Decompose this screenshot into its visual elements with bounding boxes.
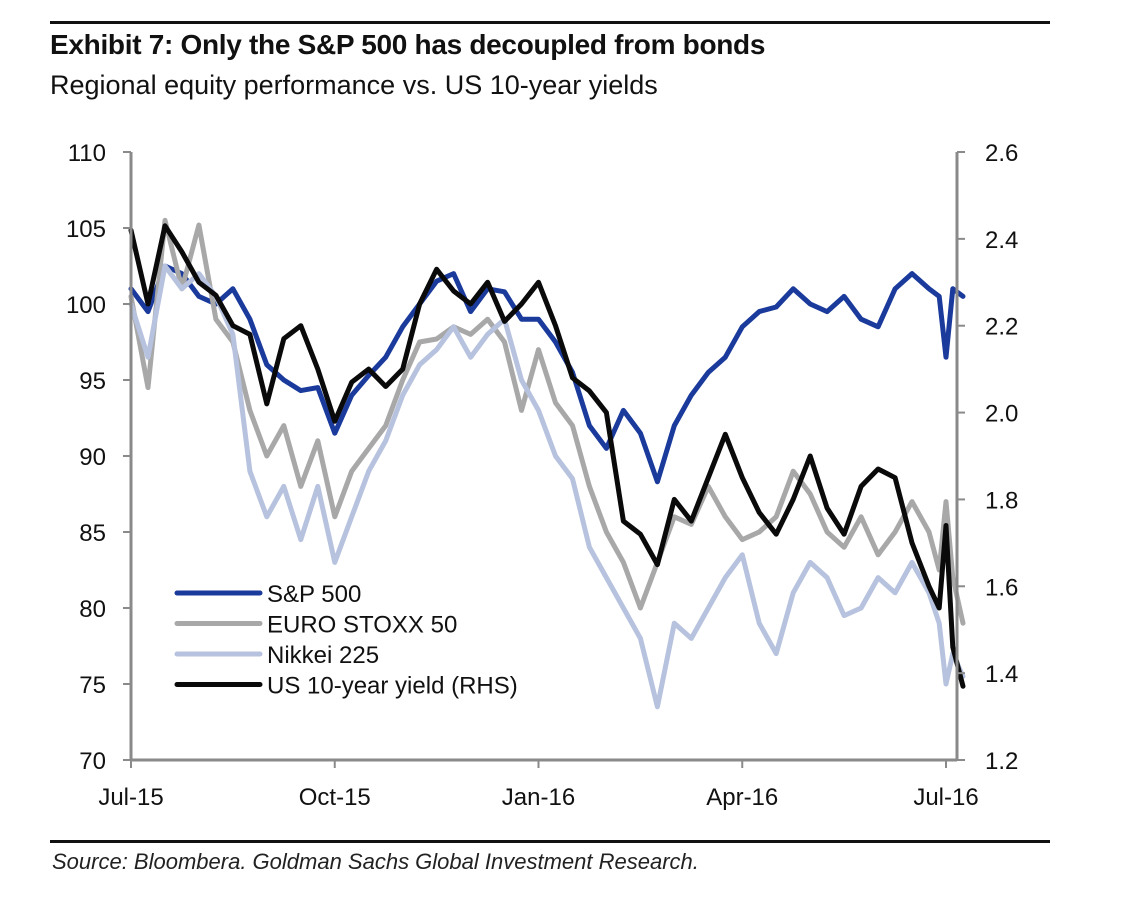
bottom-rule: [50, 840, 1050, 843]
left-y-tick-label: 90: [79, 444, 106, 471]
right-y-tick-label: 1.2: [985, 748, 1018, 775]
right-y-tick-label: 2.0: [985, 401, 1018, 428]
legend-item: S&P 500: [174, 581, 361, 608]
right-y-tick-label: 1.8: [985, 487, 1018, 514]
x-tick-label: Oct-15: [299, 784, 371, 811]
legend-label: Nikkei 225: [267, 642, 379, 669]
series-layer: [128, 217, 966, 710]
left-y-tick-label: 110: [68, 140, 106, 167]
legend-label: US 10-year yield (RHS): [267, 673, 518, 700]
legend-label: S&P 500: [267, 581, 361, 608]
chart-subtitle: Regional equity performance vs. US 10-ye…: [50, 70, 658, 100]
series-line-us-10-year-yield-rhs: [128, 223, 966, 689]
left-y-tick-label: 105: [66, 216, 106, 243]
legend-item: US 10-year yield (RHS): [174, 673, 518, 700]
source-note: Source: Bloombera. Goldman Sachs Global …: [52, 849, 699, 874]
right-y-tick-label: 2.4: [985, 227, 1018, 254]
x-tick-label: Apr-16: [706, 784, 778, 811]
left-y-tick-label: 75: [79, 672, 106, 699]
axes-layer: [129, 152, 959, 762]
left-y-tick-label: 70: [79, 748, 106, 775]
ticks-layer: 110 105 100 95 90 85 80 75 70 2.6 2.4 2.2 2.0 1.8 1.6 1…: [66, 140, 1018, 811]
left-y-tick-label: 95: [79, 368, 106, 395]
right-y-tick-label: 1.6: [985, 574, 1018, 601]
chart-title: Exhibit 7: Only the S&P 500 has decouple…: [50, 29, 766, 60]
x-tick-label: Jan-16: [502, 784, 575, 811]
series-line-euro-stoxx-50: [128, 217, 966, 626]
left-y-tick-label: 80: [79, 596, 106, 623]
legend-item: EURO STOXX 50: [174, 612, 457, 639]
right-y-tick-label: 1.4: [985, 661, 1018, 688]
left-y-tick-label: 85: [79, 520, 106, 547]
legend-label: EURO STOXX 50: [267, 612, 457, 639]
legend: S&P 500 EURO STOXX 50 Nikkei 225 US 10-year…: [174, 581, 518, 700]
left-y-tick-label: 100: [66, 292, 106, 319]
legend-item: Nikkei 225: [174, 642, 379, 669]
top-rule: [50, 21, 1050, 24]
x-tick-label: Jul-15: [98, 784, 163, 811]
x-tick-label: Jul-16: [913, 784, 978, 811]
right-y-tick-label: 2.6: [985, 140, 1018, 167]
right-y-tick-label: 2.2: [985, 314, 1018, 341]
series-line-nikkei-225: [128, 263, 966, 710]
